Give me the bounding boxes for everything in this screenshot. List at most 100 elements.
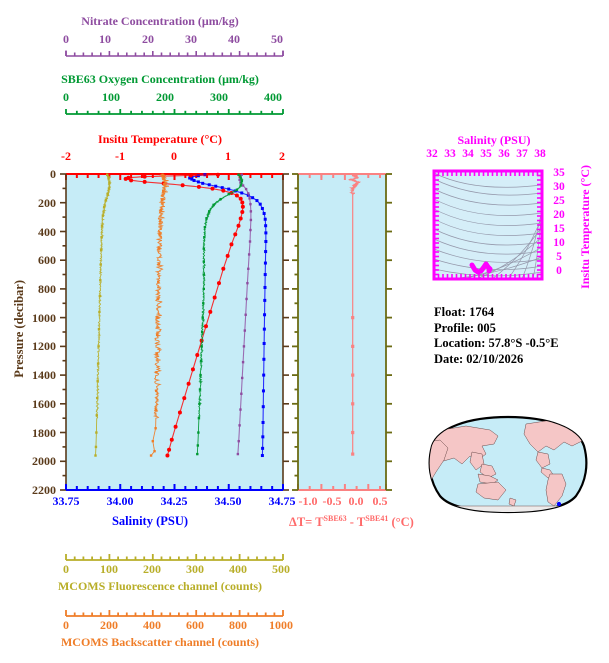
pressure-axis-line: [60, 173, 289, 491]
ts-isopycnals: [433, 172, 543, 280]
ts-x-tick-5: 37: [516, 148, 528, 160]
ts-salinity-ticklabels: 32 33 34 35 36 37 38: [424, 148, 574, 164]
pressure-tick-2200: 2200: [32, 483, 56, 497]
metadata-location-line: Location: 57.8°S -0.5°E: [434, 336, 604, 352]
ts-y-tick-10: 10: [553, 237, 565, 249]
pressure-tick-400: 400: [38, 224, 56, 239]
metadata-profile-value: 005: [477, 320, 496, 335]
temperature-tick-3: 1: [225, 149, 231, 163]
nitrate-tick-4: 40: [228, 32, 240, 46]
series-fluorescence: [94, 173, 112, 457]
world-map[interactable]: [426, 412, 591, 517]
salinity-tick-0: 33.75: [52, 494, 80, 508]
temperature-tick-0: -2: [61, 149, 71, 163]
pressure-axis-title: Pressure (decibar): [12, 280, 26, 378]
ts-x-tick-4: 36: [498, 148, 510, 160]
backscatter-axis-line: [65, 610, 284, 617]
metadata-profile-line: Profile: 005: [434, 321, 604, 337]
series-oxygen: [196, 173, 244, 456]
delta-t-panel[interactable]: [290, 160, 410, 510]
pressure-tick-1000: 1000: [32, 310, 56, 325]
salinity-tick-1: 34.00: [106, 494, 134, 508]
oxygen-tick-2: 200: [156, 90, 174, 104]
delta-t-title-unit: (°C): [388, 515, 414, 530]
salinity-tick-2: 34.25: [160, 494, 188, 508]
ts-y-tick-35: 35: [553, 167, 565, 179]
metadata-float-line: Float: 1764: [434, 305, 604, 321]
ts-data-trace: [469, 261, 493, 275]
pressure-tick-2000: 2000: [32, 454, 56, 469]
ts-y-tick-30: 30: [553, 181, 565, 193]
nitrate-tick-0: 0: [63, 32, 69, 46]
nitrate-axis-line: [65, 50, 284, 57]
temperature-tick-labels: -2 -1 0 1 2: [0, 149, 320, 165]
fluorescence-tick-4: 400: [229, 562, 247, 576]
delta-t-background: [298, 174, 386, 490]
backscatter-axis-title: MCOMS Backscatter channel (counts): [60, 635, 260, 649]
nitrate-tick-2: 20: [142, 32, 154, 46]
ts-y-tick-20: 20: [553, 209, 565, 221]
fluorescence-tick-1: 100: [100, 562, 118, 576]
fluorescence-axis-title: MCOMS Fluorescence channel (counts): [57, 579, 263, 593]
backscatter-tick-2: 400: [143, 618, 161, 632]
metadata-profile-label: Profile:: [434, 320, 475, 335]
delta-t-curve: [347, 174, 361, 456]
map-float-marker: [556, 501, 562, 507]
series-temperature: [123, 172, 245, 458]
salinity-bottom-axis-ticks: [65, 484, 284, 491]
ts-y-tick-0: 0: [556, 265, 562, 277]
nitrate-axis-title: Nitrate Concentration (μm/kg): [81, 14, 239, 28]
ts-frame-ticks: [433, 170, 543, 280]
fluorescence-axis-group: 0 100 200 300 400 500 MCOMS Fluorescence…: [0, 552, 609, 598]
ts-x-tick-1: 33: [444, 148, 456, 160]
temperature-tick-2: 0: [171, 149, 177, 163]
delta-t-labels: -1.0 -0.5 0.0 0.5 ΔT= TSBE63 - TSBE41 (°…: [289, 494, 460, 538]
temperature-axis-title: Insitu Temperature (°C): [98, 132, 222, 146]
ts-diagram-panel[interactable]: [428, 165, 558, 290]
oxygen-tick-4: 400: [264, 90, 282, 104]
metadata-float-value: 1764: [469, 305, 495, 319]
backscatter-tick-labels: 0 200 400 600 800 1000: [0, 618, 320, 634]
ts-temperature-ticklabels: 35 30 25 20 15 10 5 0: [548, 165, 578, 285]
ts-x-tick-6: 38: [534, 148, 546, 160]
delta-t-title-sup2: SBE41: [365, 514, 389, 523]
pressure-tick-1200: 1200: [32, 339, 56, 354]
nitrate-tick-1: 10: [99, 32, 111, 46]
profile-curves: [94, 172, 268, 458]
series-backscatter: [149, 173, 170, 457]
ts-salinity-title: Salinity (PSU): [457, 133, 531, 147]
fluorescence-tick-5: 500: [272, 562, 290, 576]
pressure-tick-labels: 0 200 400 600 800 1000 1200 1400 1600 18…: [0, 160, 60, 510]
nitrate-tick-labels: 0 10 20 30 40 50: [0, 32, 320, 48]
delta-t-title-sup1: SBE63: [323, 514, 347, 523]
ts-x-tick-3: 35: [480, 148, 492, 160]
pressure-tick-1400: 1400: [32, 368, 56, 383]
backscatter-tick-1: 200: [100, 618, 118, 632]
temperature-axis-group: Insitu Temperature (°C) -2 -1 0 1 2: [0, 132, 609, 172]
delta-t-title-lead: ΔT= T: [289, 515, 324, 530]
fluorescence-tick-0: 0: [63, 562, 69, 576]
oxygen-tick-3: 300: [210, 90, 228, 104]
oxygen-axis-title: SBE63 Oxygen Concentration (μm/kg): [61, 72, 259, 86]
backscatter-tick-0: 0: [63, 618, 69, 632]
backscatter-tick-5: 1000: [269, 618, 293, 632]
delta-t-tick-1: -0.5: [322, 494, 342, 508]
temperature-tick-1: -1: [115, 149, 125, 163]
oxygen-axis-line: [65, 109, 284, 115]
delta-t-tick-3: 0.5: [372, 494, 388, 508]
delta-t-axis-title: ΔT= TSBE63 - TSBE41 (°C): [289, 514, 414, 530]
ts-y-tick-25: 25: [553, 195, 565, 207]
salinity-tick-3: 34.50: [214, 494, 242, 508]
ts-temperature-title: Insitu Temperature (°C): [578, 165, 592, 289]
fluorescence-axis-line: [65, 554, 284, 561]
pressure-tick-600: 600: [38, 253, 56, 268]
backscatter-tick-3: 600: [186, 618, 204, 632]
oxygen-axis-group: SBE63 Oxygen Concentration (μm/kg) 0 100…: [0, 72, 609, 124]
backscatter-tick-4: 800: [229, 618, 247, 632]
main-profile-panel[interactable]: [0, 160, 300, 510]
ts-y-tick-5: 5: [556, 251, 562, 263]
delta-t-side-frame: [292, 173, 392, 491]
temperature-tick-4: 2: [279, 149, 285, 163]
salinity-axis-title: Salinity (PSU): [111, 514, 189, 528]
delta-t-tick-0: -1.0: [298, 494, 318, 508]
